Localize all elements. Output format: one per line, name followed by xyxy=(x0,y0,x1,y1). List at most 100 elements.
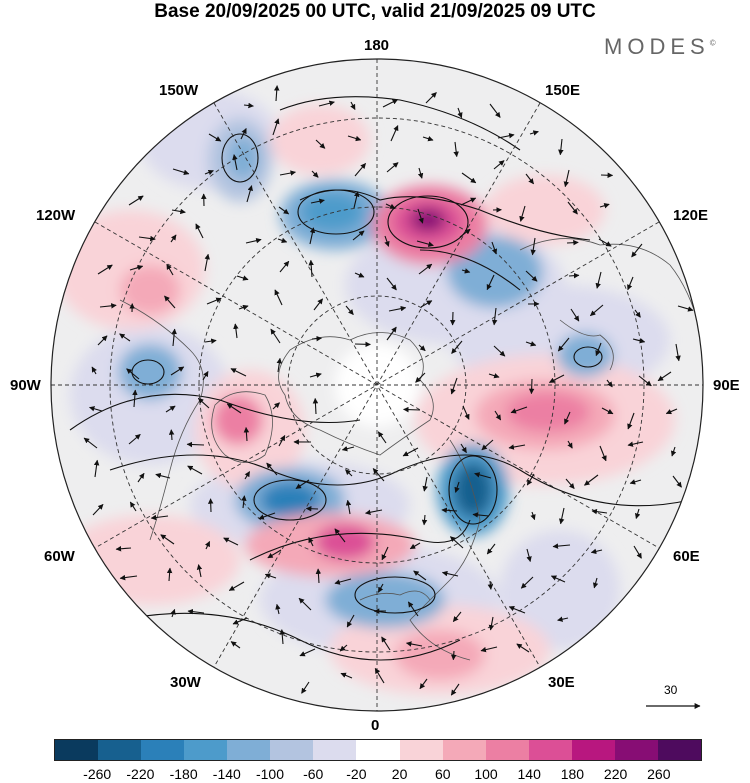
wind-arrow xyxy=(299,648,316,657)
colorbar-tick-label: 180 xyxy=(560,766,585,782)
wind-arrow xyxy=(384,235,390,247)
wind-arrow xyxy=(508,606,526,614)
wind-arrow xyxy=(315,568,322,584)
wind-arrow xyxy=(657,371,672,382)
wind-arrow xyxy=(550,575,566,583)
wind-arrow xyxy=(390,125,399,142)
wind-arrow xyxy=(665,408,678,415)
wind-vectors xyxy=(83,85,694,696)
wind-arrow xyxy=(301,681,310,694)
wind-arrow xyxy=(267,549,282,559)
wind-arrow xyxy=(631,243,643,258)
wind-arrow xyxy=(204,540,211,550)
wind-arrow xyxy=(494,410,502,421)
wind-arrow xyxy=(308,259,314,278)
wind-arrow xyxy=(421,514,428,526)
wind-arrow xyxy=(530,511,536,521)
wind-arrow xyxy=(566,239,579,246)
wind-arrow xyxy=(568,272,580,279)
colorbar-tick-label: 220 xyxy=(603,766,628,782)
chart-title: Base 20/09/2025 00 UTC, valid 21/09/2025… xyxy=(154,1,596,22)
wind-arrow xyxy=(128,195,144,206)
wind-arrow xyxy=(374,667,385,684)
wind-arrow xyxy=(677,305,694,312)
wind-arrow xyxy=(493,345,506,357)
wind-arrow xyxy=(278,206,290,215)
wind-arrow xyxy=(481,439,494,451)
wind-arrow xyxy=(202,371,209,381)
wind-arrow xyxy=(629,479,642,485)
wind-arrow xyxy=(386,277,397,291)
wind-arrow xyxy=(525,270,538,282)
colorbar-tick-label: 20 xyxy=(391,766,408,782)
wind-arrow xyxy=(407,601,419,617)
graticule xyxy=(51,59,703,711)
colorbar-segment xyxy=(485,740,529,760)
wind-arrow xyxy=(279,629,285,645)
wind-arrow xyxy=(334,578,352,585)
wind-arrow xyxy=(160,534,175,545)
wind-arrow xyxy=(670,446,677,457)
wind-arrow xyxy=(409,542,421,550)
height-contours xyxy=(69,96,691,661)
wind-arrow xyxy=(486,274,495,291)
colorbar xyxy=(54,739,702,761)
wind-arrow xyxy=(638,375,652,387)
colorbar-segment xyxy=(141,740,185,760)
wind-arrow xyxy=(89,406,103,412)
wind-arrow xyxy=(298,597,312,611)
colorbar-segment xyxy=(614,740,658,760)
wind-arrow xyxy=(592,577,599,589)
wind-arrow xyxy=(526,548,532,563)
wind-arrow xyxy=(508,444,526,450)
wind-arrow xyxy=(195,223,204,239)
wind-arrow xyxy=(354,163,367,177)
wind-arrow xyxy=(278,435,286,447)
wind-arrow xyxy=(170,608,176,618)
wind-arrow xyxy=(353,191,360,209)
wind-arrow xyxy=(318,100,335,107)
wind-arrow xyxy=(529,130,539,136)
wind-arrow xyxy=(450,683,460,696)
wind-arrow xyxy=(171,328,177,347)
wind-arrow xyxy=(339,644,348,652)
wind-arrow xyxy=(675,343,681,362)
wind-arrow xyxy=(311,335,322,342)
wind-arrow xyxy=(372,468,385,482)
wind-arrow xyxy=(565,478,575,489)
map-field xyxy=(51,59,703,711)
wind-arrow xyxy=(460,443,467,454)
wind-arrow xyxy=(230,368,247,377)
wind-arrow xyxy=(420,300,433,308)
wind-arrow xyxy=(595,271,602,289)
wind-arrow xyxy=(354,272,365,278)
wind-arrow xyxy=(422,476,428,492)
wind-arrow xyxy=(472,512,490,518)
wind-arrow xyxy=(510,406,528,414)
wind-arrow xyxy=(474,472,492,479)
colorbar-tick-label: -100 xyxy=(255,766,285,782)
wind-arrow xyxy=(310,198,325,204)
wind-arrow xyxy=(558,507,565,525)
wind-arrow xyxy=(334,528,346,543)
wind-arrow xyxy=(115,546,132,552)
anomaly-shading xyxy=(55,90,675,695)
colorbar-segment xyxy=(528,740,572,760)
wind-arrow xyxy=(275,603,281,615)
colorbar-tick-label: -20 xyxy=(346,766,367,782)
brand-mark: © xyxy=(709,38,716,48)
wind-arrow xyxy=(99,303,117,309)
wind-arrow xyxy=(345,499,352,515)
colorbar-tick-label: -260 xyxy=(83,766,112,782)
wind-arrow xyxy=(493,160,505,170)
wind-arrow xyxy=(449,536,464,549)
wind-arrow xyxy=(166,263,174,276)
wind-arrow xyxy=(132,389,138,408)
colorbar-ticks: -260 -220 -180 -140 -100 -60 -20 20 60 100 140 180 2… xyxy=(0,766,750,783)
wind-arrow xyxy=(345,305,354,316)
wind-arrow xyxy=(413,570,427,581)
wind-arrow xyxy=(166,567,173,582)
wind-arrow xyxy=(347,135,362,142)
wind-arrow xyxy=(350,101,356,110)
wind-arrow xyxy=(279,170,296,176)
